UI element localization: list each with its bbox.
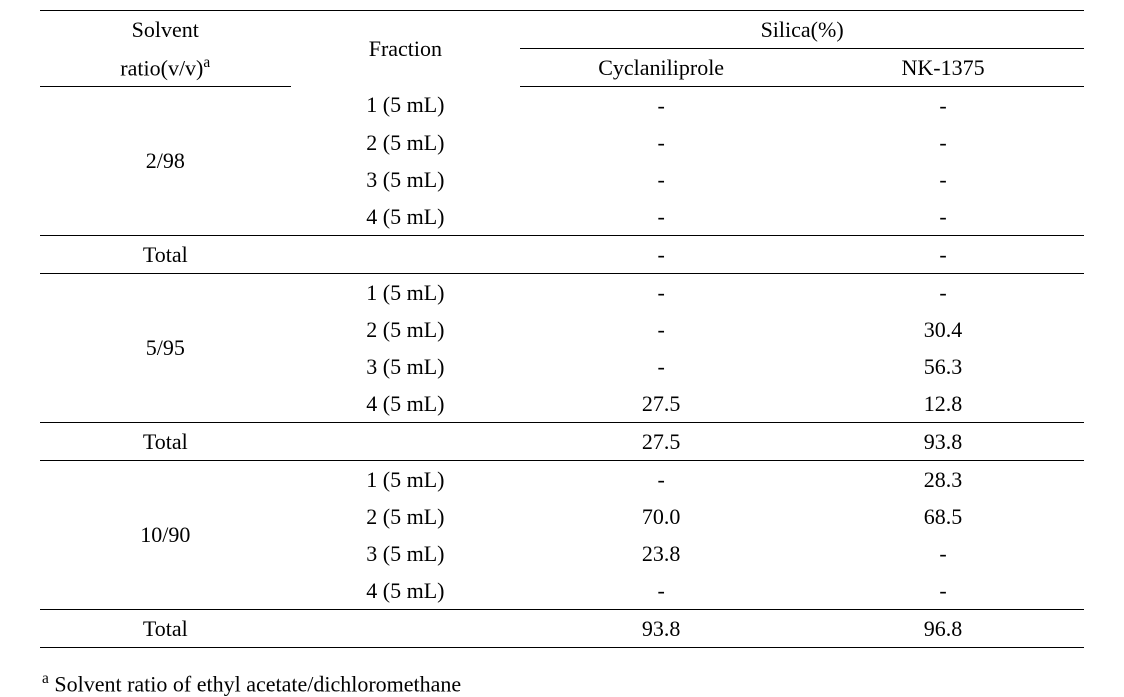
cyc-cell: - [520,198,802,236]
fraction-cell: 3 (5 mL) [291,161,521,198]
header-nk1375: NK-1375 [802,49,1084,87]
cyc-cell: 23.8 [520,535,802,572]
nk-cell: 12.8 [802,385,1084,423]
nk-cell: - [802,124,1084,161]
nk-cell: 30.4 [802,311,1084,348]
fraction-cell: 1 (5 mL) [291,87,521,125]
cyc-cell: 70.0 [520,498,802,535]
nk-cell: - [802,274,1084,312]
header-silica: Silica(%) [520,11,1084,49]
nk-cell: 56.3 [802,348,1084,385]
cyc-cell: - [520,124,802,161]
total-blank [291,236,521,274]
fraction-cell: 1 (5 mL) [291,461,521,499]
total-cyc: 93.8 [520,610,802,648]
fraction-cell: 2 (5 mL) [291,311,521,348]
total-nk: 93.8 [802,423,1084,461]
ratio-cell: 2/98 [40,87,291,236]
cyc-cell: - [520,161,802,198]
fraction-cell: 4 (5 mL) [291,198,521,236]
fraction-cell: 3 (5 mL) [291,535,521,572]
nk-cell: 68.5 [802,498,1084,535]
total-cyc: 27.5 [520,423,802,461]
cyc-cell: - [520,87,802,125]
cyc-cell: - [520,311,802,348]
cyc-cell: - [520,572,802,610]
nk-cell: 28.3 [802,461,1084,499]
header-solvent-line2: ratio(v/v)a [40,49,291,87]
header-fraction: Fraction [291,11,521,87]
header-solvent-line1: Solvent [40,11,291,49]
total-nk: - [802,236,1084,274]
nk-cell: - [802,161,1084,198]
fraction-cell: 3 (5 mL) [291,348,521,385]
silica-table: Solvent Fraction Silica(%) ratio(v/v)a C… [40,10,1084,648]
nk-cell: - [802,535,1084,572]
fraction-cell: 2 (5 mL) [291,124,521,161]
nk-cell: - [802,572,1084,610]
cyc-cell: - [520,461,802,499]
cyc-cell: 27.5 [520,385,802,423]
nk-cell: - [802,87,1084,125]
ratio-cell: 10/90 [40,461,291,610]
fraction-cell: 2 (5 mL) [291,498,521,535]
nk-cell: - [802,198,1084,236]
total-blank [291,610,521,648]
total-nk: 96.8 [802,610,1084,648]
fraction-cell: 1 (5 mL) [291,274,521,312]
cyc-cell: - [520,348,802,385]
fraction-cell: 4 (5 mL) [291,572,521,610]
total-cyc: - [520,236,802,274]
total-label: Total [40,610,291,648]
cyc-cell: - [520,274,802,312]
footnote: a Solvent ratio of ethyl acetate/dichlor… [40,648,1084,697]
total-label: Total [40,236,291,274]
ratio-cell: 5/95 [40,274,291,423]
total-blank [291,423,521,461]
header-cyclaniliprole: Cyclaniliprole [520,49,802,87]
fraction-cell: 4 (5 mL) [291,385,521,423]
total-label: Total [40,423,291,461]
